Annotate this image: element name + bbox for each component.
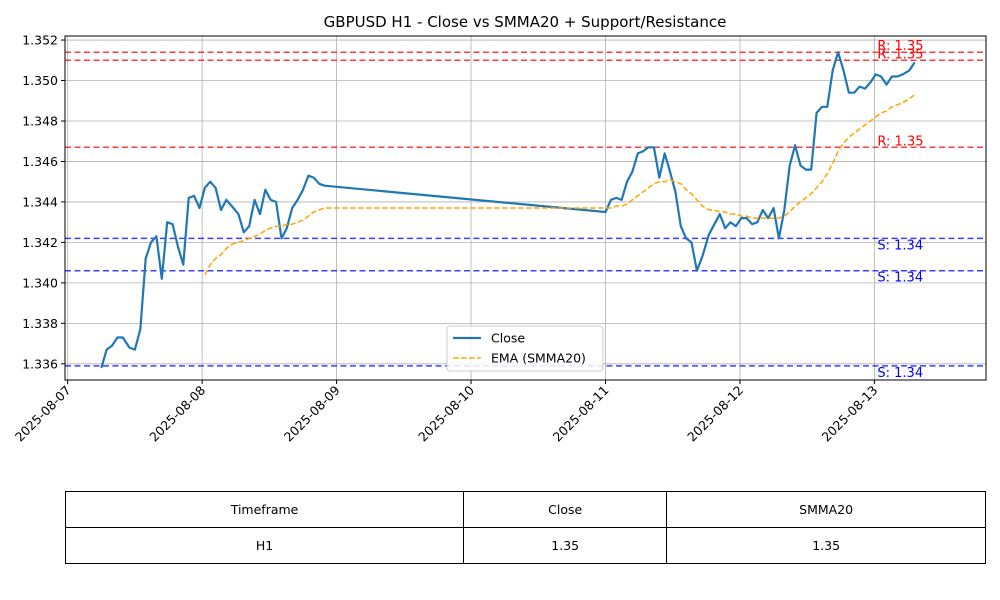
x-tick-label: 2025-08-12 bbox=[684, 383, 746, 445]
y-tick-label: 1.338 bbox=[22, 316, 58, 331]
legend-label: Close bbox=[491, 331, 525, 346]
table-header-cell: Close bbox=[463, 491, 668, 528]
table-row: H1 1.35 1.35 bbox=[64, 527, 986, 564]
y-tick-label: 1.352 bbox=[22, 33, 58, 48]
resistance-label: R: 1.35 bbox=[877, 134, 923, 149]
support-label: S: 1.34 bbox=[877, 366, 923, 381]
support-label: S: 1.34 bbox=[877, 238, 923, 253]
table-header-row: Timeframe Close SMMA20 bbox=[64, 491, 986, 528]
y-tick-label: 1.348 bbox=[22, 113, 58, 128]
table-header-cell: SMMA20 bbox=[666, 491, 986, 528]
x-axis: 2025-08-07 2025-08-08 2025-08-09 2025-08-10… bbox=[12, 380, 881, 444]
x-tick-label: 2025-08-09 bbox=[281, 382, 343, 444]
x-tick-label: 2025-08-10 bbox=[415, 382, 477, 444]
y-tick-label: 1.336 bbox=[22, 356, 58, 371]
plot-frame bbox=[64, 35, 987, 381]
x-tick-label: 2025-08-07 bbox=[12, 383, 74, 445]
table-cell: 1.35 bbox=[666, 527, 986, 564]
y-axis: 1.336 1.338 1.340 1.342 1.344 1.346 1.348 1.350… bbox=[22, 33, 65, 371]
legend-label: EMA (SMMA20) bbox=[491, 351, 586, 366]
y-tick-label: 1.350 bbox=[22, 73, 58, 88]
table-cell: 1.35 bbox=[463, 527, 668, 564]
x-tick-label: 2025-08-13 bbox=[819, 383, 881, 445]
x-tick-label: 2025-08-08 bbox=[146, 382, 208, 444]
y-tick-label: 1.344 bbox=[22, 194, 58, 209]
legend: Close EMA (SMMA20) bbox=[446, 325, 604, 372]
resistance-label: R: 1.35 bbox=[877, 47, 923, 62]
chart-title: GBPUSD H1 - Close vs SMMA20 + Support/Re… bbox=[324, 13, 727, 31]
smma-series-line bbox=[204, 94, 916, 276]
resistance-label: R: 1.35 bbox=[877, 39, 923, 54]
series-lines bbox=[100, 51, 916, 369]
y-tick-label: 1.340 bbox=[22, 275, 58, 290]
summary-table: Timeframe Close SMMA20 H1 1.35 1.35 bbox=[64, 491, 986, 564]
grid bbox=[65, 36, 986, 380]
table-cell: H1 bbox=[64, 527, 465, 564]
level-labels: R: 1.35R: 1.35R: 1.35S: 1.34S: 1.34S: 1.… bbox=[877, 39, 923, 381]
y-tick-label: 1.346 bbox=[22, 154, 58, 169]
legend-box bbox=[446, 325, 604, 372]
support-label: S: 1.34 bbox=[877, 271, 923, 286]
plot-area bbox=[65, 51, 986, 369]
close-series-line bbox=[100, 51, 916, 369]
y-tick-label: 1.342 bbox=[22, 235, 58, 250]
support-resistance-lines bbox=[65, 51, 986, 367]
x-tick-label: 2025-08-11 bbox=[550, 383, 612, 445]
table-header-cell: Timeframe bbox=[64, 491, 465, 528]
